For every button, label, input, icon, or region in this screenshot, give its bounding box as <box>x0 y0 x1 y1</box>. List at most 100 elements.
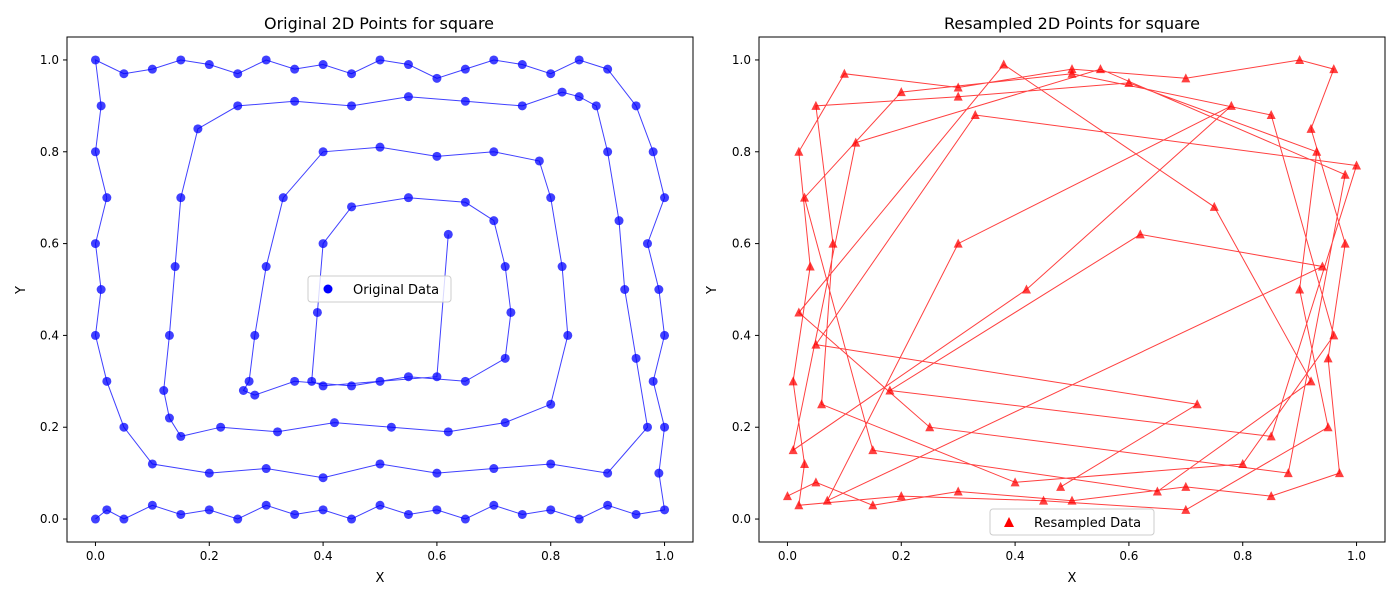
y-tick-label: 0.4 <box>732 328 751 342</box>
data-point <box>811 477 821 487</box>
data-point <box>603 468 613 478</box>
data-point <box>261 262 271 272</box>
data-point <box>403 60 413 70</box>
data-point <box>999 59 1009 69</box>
data-point <box>204 468 214 478</box>
data-point <box>261 464 271 474</box>
data-point <box>557 262 567 272</box>
data-point <box>660 193 670 203</box>
legend: Resampled Data <box>989 508 1155 536</box>
data-point <box>318 147 328 157</box>
data-point <box>375 459 385 469</box>
data-point <box>805 261 815 271</box>
data-point <box>1067 64 1077 74</box>
data-point <box>563 330 573 340</box>
data-point <box>164 413 174 423</box>
y-tick-label: 0.2 <box>40 420 59 434</box>
data-point <box>1312 146 1322 156</box>
data-point <box>204 60 214 70</box>
data-point <box>1352 160 1362 170</box>
data-point <box>96 101 106 111</box>
x-axis-ticks: 0.0 0.2 0.4 0.6 0.8 1.0 <box>778 542 1366 563</box>
y-tick-label: 0.8 <box>40 145 59 159</box>
data-point <box>654 468 664 478</box>
data-point <box>631 353 641 363</box>
legend: Original Data <box>307 275 452 303</box>
legend-label: Original Data <box>353 283 439 298</box>
plot-frame <box>758 36 1386 543</box>
data-point <box>1067 495 1077 505</box>
data-point <box>489 216 499 226</box>
y-axis-ticks: 0.0 0.2 0.4 0.6 0.8 1.0 <box>732 53 759 526</box>
data-point <box>517 101 527 111</box>
data-point <box>546 193 556 203</box>
x-axis-ticks: 0.0 0.2 0.4 0.6 0.8 1.0 <box>86 542 674 563</box>
plot-frame <box>66 36 694 543</box>
data-point <box>1323 353 1333 363</box>
data-point <box>925 422 935 432</box>
data-point <box>642 422 652 432</box>
data-point <box>432 151 442 161</box>
data-point <box>794 500 804 510</box>
original-plot-axes: Original 2D Points for square 0.0 0.2 0.4 0… <box>14 14 694 586</box>
data-point <box>375 55 385 65</box>
x-tick-label: 0.8 <box>1233 549 1252 563</box>
data-point <box>102 505 112 515</box>
data-point <box>500 262 510 272</box>
y-axis-label: Y <box>14 286 29 295</box>
data-point <box>1095 64 1105 74</box>
data-point <box>631 101 641 111</box>
data-point <box>432 505 442 515</box>
series-line <box>787 59 1358 511</box>
data-point <box>970 110 980 120</box>
x-tick-label: 0.2 <box>892 549 911 563</box>
x-axis-label: X <box>376 571 385 586</box>
data-point <box>261 55 271 65</box>
data-point <box>460 96 470 106</box>
data-point <box>159 386 169 395</box>
data-point <box>1067 68 1077 78</box>
y-tick-label: 0.2 <box>732 420 751 434</box>
x-tick-label: 0.0 <box>778 549 797 563</box>
data-point <box>233 514 243 524</box>
data-point <box>432 372 442 382</box>
data-point <box>347 101 357 111</box>
x-tick-label: 0.4 <box>314 549 333 563</box>
data-point <box>278 193 288 203</box>
x-tick-label: 0.8 <box>541 549 560 563</box>
data-point <box>250 390 260 400</box>
data-point <box>500 353 510 363</box>
data-point <box>312 307 322 317</box>
data-point <box>318 239 328 249</box>
data-point <box>307 376 317 386</box>
data-point <box>1226 100 1236 110</box>
data-point <box>244 376 254 386</box>
data-point <box>261 500 271 510</box>
data-point <box>1295 54 1305 64</box>
x-tick-label: 0.0 <box>86 549 105 563</box>
data-point <box>250 330 260 340</box>
resampled-plot-axes: Resampled 2D Points for square 0.0 0.2 0.4… <box>705 14 1386 586</box>
data-point <box>290 96 300 106</box>
data-point <box>347 514 357 524</box>
data-point <box>800 458 810 468</box>
data-point <box>546 505 556 515</box>
data-point <box>574 92 584 102</box>
y-tick-label: 0.6 <box>732 237 751 251</box>
y-tick-label: 0.6 <box>40 237 59 251</box>
data-point <box>782 491 792 501</box>
data-point <box>119 514 129 524</box>
data-point <box>1340 238 1350 248</box>
data-point <box>896 491 906 501</box>
data-point <box>119 422 129 432</box>
data-point <box>1340 169 1350 179</box>
data-point <box>1181 481 1191 491</box>
y-tick-label: 0.0 <box>40 512 59 526</box>
data-point <box>517 60 527 70</box>
x-tick-label: 0.2 <box>200 549 219 563</box>
data-point <box>1334 468 1344 478</box>
data-point <box>953 486 963 496</box>
data-point <box>403 372 413 382</box>
data-point <box>375 500 385 510</box>
